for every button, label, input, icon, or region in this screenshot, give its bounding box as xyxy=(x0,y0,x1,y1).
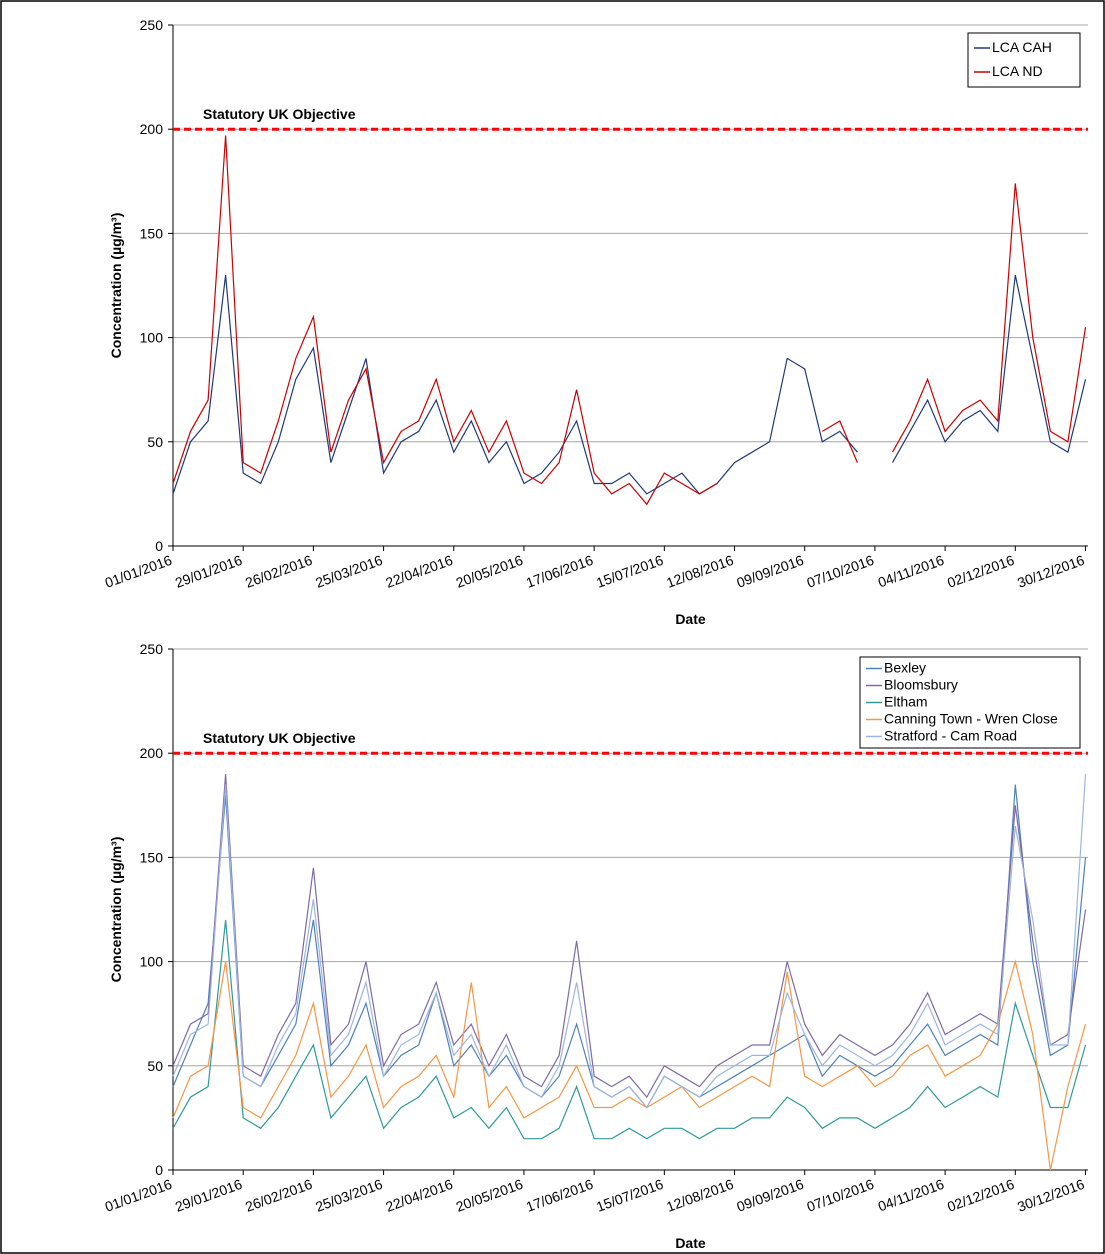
reference-label: Statutory UK Objective xyxy=(203,106,356,122)
series-line xyxy=(172,919,1087,1140)
y-tick-label: 50 xyxy=(147,1058,163,1074)
series-line xyxy=(172,135,1087,506)
legend-label: LCA ND xyxy=(992,63,1043,79)
legend-box xyxy=(859,656,1081,749)
y-tick-label: 100 xyxy=(140,330,164,346)
y-tick-label: 250 xyxy=(140,641,164,657)
legend-label: Bloomsbury xyxy=(884,677,958,693)
reference-label: Statutory UK Objective xyxy=(203,730,356,746)
legend-label: Canning Town - Wren Close xyxy=(884,711,1058,727)
y-tick-label: 200 xyxy=(140,121,164,137)
legend-label: Bexley xyxy=(884,660,926,676)
y-tick-label: 250 xyxy=(140,17,164,33)
y-axis-title: Concentration (µg/m³) xyxy=(108,837,124,983)
y-tick-label: 150 xyxy=(140,225,164,241)
y-tick-label: 50 xyxy=(147,434,163,450)
y-tick-label: 0 xyxy=(155,538,163,554)
y-axis-title: Concentration (µg/m³) xyxy=(108,213,124,359)
series-line xyxy=(172,773,1087,1099)
x-axis-title: Date xyxy=(675,1235,706,1251)
series-line xyxy=(172,274,1087,495)
legend-box xyxy=(967,32,1081,88)
legend-label: Eltham xyxy=(884,694,928,710)
x-axis-title: Date xyxy=(675,611,706,627)
series-line xyxy=(172,959,1087,1171)
y-tick-label: 200 xyxy=(140,745,164,761)
y-tick-label: 150 xyxy=(140,849,164,865)
legend-label: LCA CAH xyxy=(992,39,1052,55)
series-line xyxy=(172,773,1087,1109)
y-tick-label: 0 xyxy=(155,1162,163,1178)
legend-label: Stratford - Cam Road xyxy=(884,728,1017,744)
y-tick-label: 100 xyxy=(140,954,164,970)
